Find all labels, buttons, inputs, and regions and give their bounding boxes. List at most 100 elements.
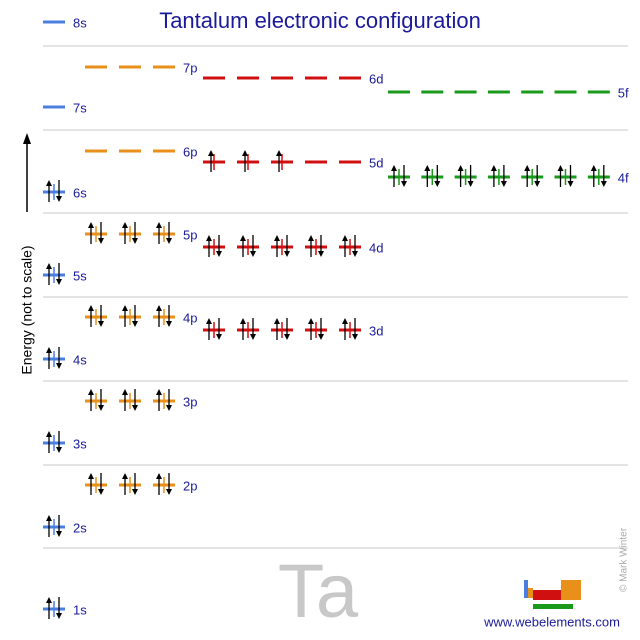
orbital-box <box>388 165 410 187</box>
orbital-label: 2s <box>73 520 87 535</box>
electron-head <box>132 321 138 327</box>
electron-head <box>352 334 358 340</box>
logo <box>524 580 581 609</box>
electron-head <box>88 473 94 479</box>
orbital-box <box>554 165 577 187</box>
orbital-box <box>119 305 141 327</box>
electron-head <box>352 251 358 257</box>
electron-head <box>88 389 94 395</box>
electron-head <box>56 531 62 537</box>
electron-head <box>276 150 282 156</box>
electron-head <box>46 431 52 437</box>
orbital-box <box>237 318 259 340</box>
electron-head <box>122 222 128 228</box>
electron-head <box>250 334 256 340</box>
electron-head <box>88 222 94 228</box>
orbital-box <box>43 263 65 285</box>
orbital-label: 4p <box>183 310 197 325</box>
electron-head <box>308 235 314 241</box>
electron-head <box>56 279 62 285</box>
orbital-box <box>521 165 544 187</box>
electron-head <box>46 347 52 353</box>
electron-head <box>240 235 246 241</box>
electron-head <box>557 165 564 171</box>
electron-head <box>98 238 104 244</box>
electron-head <box>567 181 574 187</box>
electron-head <box>342 318 348 324</box>
electron-head <box>46 180 52 186</box>
orbital-box <box>487 165 510 187</box>
electron-head <box>391 165 397 171</box>
electron-head <box>590 165 597 171</box>
electron-head <box>318 251 324 257</box>
electron-head <box>98 321 104 327</box>
orbital-label: 5d <box>369 155 383 170</box>
orbital-box <box>339 318 361 340</box>
orbital-label: 4s <box>73 352 87 367</box>
orbital-label: 3s <box>73 436 87 451</box>
electron-head <box>600 181 607 187</box>
credit: © Mark Winter <box>619 527 630 592</box>
orbital-box <box>421 165 444 187</box>
electron-head <box>284 334 290 340</box>
orbital-box <box>43 347 65 369</box>
orbital-box <box>85 389 107 411</box>
orbital-box <box>454 165 477 187</box>
orbital-box <box>85 222 107 244</box>
orbital-label: 3p <box>183 394 197 409</box>
electron-head <box>284 251 290 257</box>
orbital-label: 1s <box>73 602 87 617</box>
electron-head <box>216 251 222 257</box>
electron-head <box>166 489 172 495</box>
orbital-label: 5p <box>183 227 197 242</box>
electron-head <box>318 334 324 340</box>
electron-head <box>166 321 172 327</box>
electron-head <box>242 150 248 156</box>
orbital-box <box>271 318 293 340</box>
electron-head <box>122 389 128 395</box>
electron-head <box>206 235 212 241</box>
orbital-box <box>119 389 141 411</box>
orbital-label: 7s <box>73 100 87 115</box>
orbital-label: 6s <box>73 185 87 200</box>
orbital-box <box>43 515 65 537</box>
orbital-box <box>153 473 175 495</box>
orbital-box <box>305 235 327 257</box>
electron-head <box>56 613 62 619</box>
electron-head <box>132 405 138 411</box>
electron-head <box>240 318 246 324</box>
electron-head <box>206 318 212 324</box>
orbital-label: 6p <box>183 144 197 159</box>
orbital-label: 2p <box>183 478 197 493</box>
orbital-box <box>237 150 259 172</box>
electron-head <box>500 181 507 187</box>
electron-head <box>467 181 474 187</box>
title: Tantalum electronic configuration <box>159 8 481 33</box>
element-symbol: Ta <box>278 549 359 634</box>
orbital-box <box>587 165 610 187</box>
orbital-box <box>153 389 175 411</box>
electron-head <box>46 597 52 603</box>
orbital-box <box>85 473 107 495</box>
separators <box>43 45 628 549</box>
electron-head <box>250 251 256 257</box>
electron-head <box>308 318 314 324</box>
electron-head <box>132 489 138 495</box>
orbital-box <box>203 318 225 340</box>
electron-head <box>342 235 348 241</box>
electron-head <box>132 238 138 244</box>
electron-head <box>434 181 441 187</box>
orbital-box <box>203 235 225 257</box>
orbital-box <box>119 222 141 244</box>
orbital-box <box>203 150 225 172</box>
orbital-box <box>339 235 361 257</box>
orbital-box <box>85 305 107 327</box>
electron-head <box>524 165 531 171</box>
electron-head <box>166 238 172 244</box>
electron-head <box>56 196 62 202</box>
orbital-box <box>119 473 141 495</box>
orbital-label: 4d <box>369 240 383 255</box>
orbital-box <box>153 305 175 327</box>
orbital-label: 4f <box>618 170 629 185</box>
